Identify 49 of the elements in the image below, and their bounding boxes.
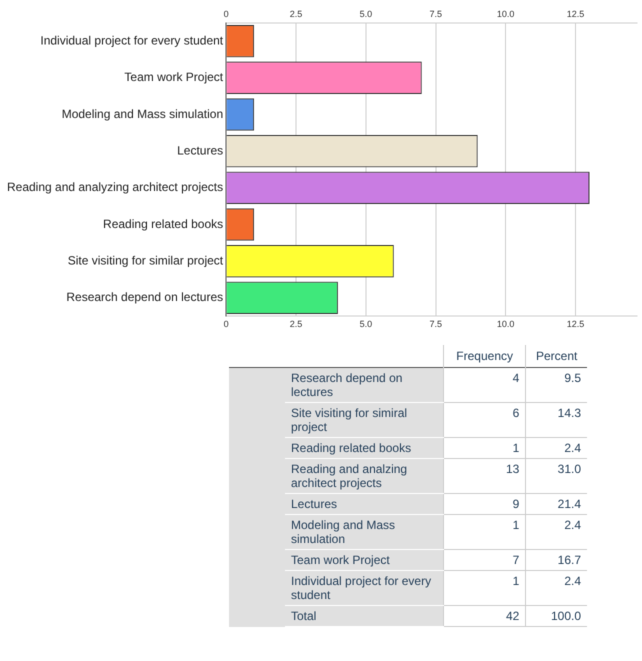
data-label: 13: [444, 458, 526, 494]
x-tick-label: 10.0: [496, 8, 514, 19]
x-tick-label: 2.5: [290, 8, 302, 19]
data-label: 9: [444, 494, 526, 514]
text: Frequency: [444, 345, 526, 368]
category-label: Individual project for every student: [285, 570, 444, 606]
data-label: 2.4: [526, 514, 587, 550]
y-tick-label: Site visiting for similar project: [68, 254, 224, 268]
data-label: 4: [444, 368, 526, 402]
x-tick-label: 5.0: [360, 8, 372, 19]
x2-tick-label: 12.5: [566, 319, 584, 330]
category-label: Research depend on lectures: [285, 368, 444, 402]
data-label: 2.4: [526, 570, 587, 606]
data-label: 7: [444, 550, 526, 570]
category-label: Lectures: [285, 494, 444, 514]
x-tick-label: 7.5: [430, 8, 442, 19]
x2-tick-label: 7.5: [430, 319, 442, 330]
y-tick-label: Research depend on lectures: [66, 290, 224, 304]
category-label: Site visiting for simiral project: [285, 402, 444, 438]
category-label: Modeling and Mass simulation: [285, 514, 444, 550]
data-label: 1: [444, 514, 526, 550]
text: Percent: [526, 345, 587, 368]
y-tick-label: Modeling and Mass simulation: [62, 106, 224, 121]
x-tick-label: 0: [224, 8, 229, 19]
x-tick-label: 12.5: [566, 8, 584, 19]
x2-tick-label: 5.0: [360, 319, 372, 330]
data-label: 31.0: [526, 458, 587, 494]
y-tick-label: Individual project for every student: [40, 33, 224, 48]
data-label: 16.7: [526, 550, 587, 570]
data-label: 9.5: [526, 368, 587, 402]
category-label: Total: [285, 606, 444, 626]
category-label: Reading and analzing architect projects: [285, 458, 444, 494]
y-tick-label: Team work Project: [124, 70, 224, 84]
y-tick-label: Lectures: [177, 143, 224, 158]
x2-tick-label: 10.0: [496, 319, 514, 330]
data-label: 100.0: [526, 606, 587, 626]
data-label: 1: [444, 570, 526, 606]
data-label: 42: [444, 606, 526, 626]
category-label: Team work Project: [285, 550, 444, 570]
data-label: 14.3: [526, 402, 587, 438]
x2-tick-label: 2.5: [290, 319, 302, 330]
data-label: 21.4: [526, 494, 587, 514]
data-label: 1: [444, 438, 526, 458]
data-label: 6: [444, 402, 526, 438]
y-tick-label: Reading and analyzing architect projects: [6, 180, 224, 194]
category-label: Reading related books: [285, 438, 444, 458]
x2-tick-label: 0: [224, 319, 229, 330]
y-tick-label: Reading related books: [103, 216, 224, 231]
data-label: 2.4: [526, 438, 587, 458]
